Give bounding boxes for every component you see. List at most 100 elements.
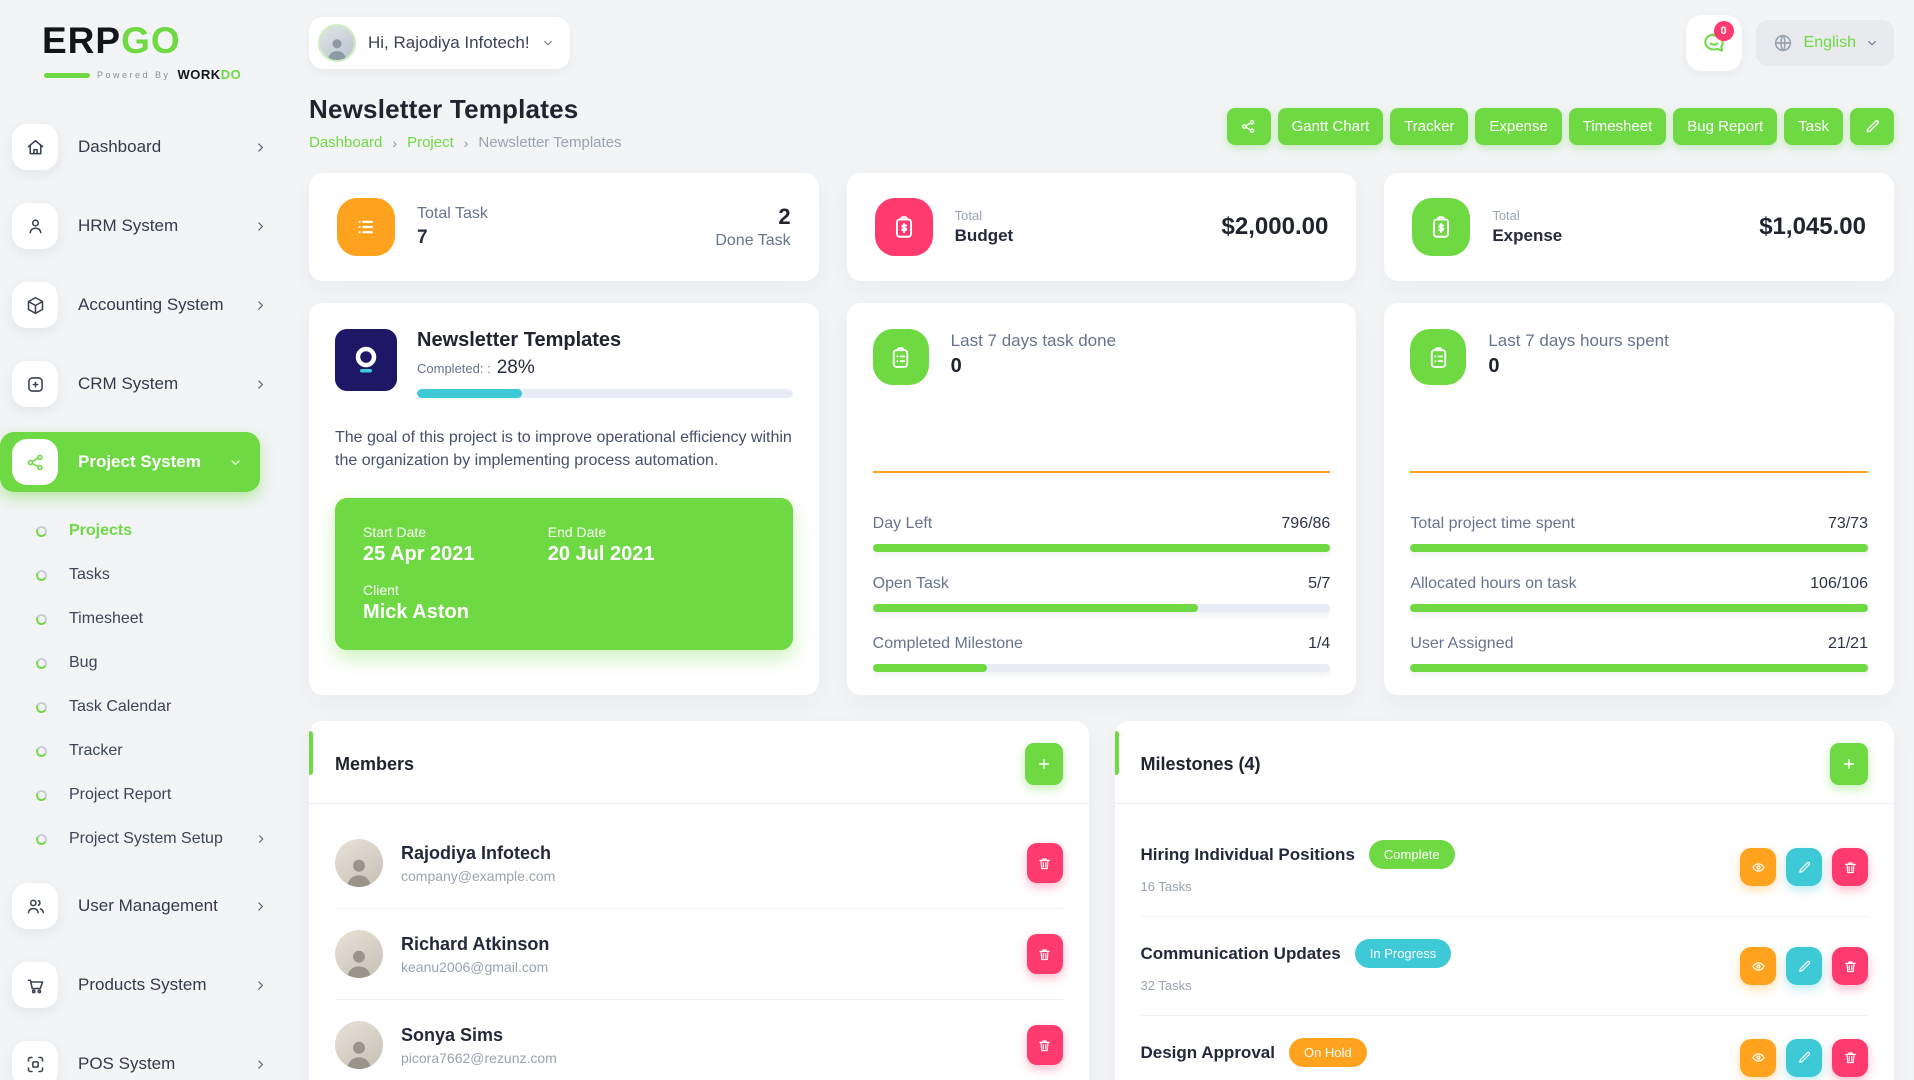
sidebar-item-label: Bug xyxy=(69,654,98,671)
project-system-submenu: Projects Tasks Timesheet Bug Task Calend… xyxy=(0,509,285,861)
users-icon xyxy=(12,883,58,929)
sidebar-item-label: Project System xyxy=(78,452,201,471)
gantt-chart-button[interactable]: Gantt Chart xyxy=(1277,108,1384,145)
sidebar-item-accounting-system[interactable]: Accounting System xyxy=(0,274,285,336)
greeting-text: Hi, Rajodiya Infotech! xyxy=(368,33,530,52)
sidebar-item-bug[interactable]: Bug xyxy=(0,641,285,685)
edit-project-button[interactable] xyxy=(1850,108,1894,145)
member-email: keanu2006@gmail.com xyxy=(401,958,549,975)
sidebar-item-label: Timesheet xyxy=(69,610,144,627)
total-expense-card: Total Expense $1,045.00 xyxy=(1384,173,1894,281)
sidebar-item-task-calendar[interactable]: Task Calendar xyxy=(0,685,285,729)
view-milestone-button[interactable] xyxy=(1740,1038,1776,1077)
frame-plus-icon xyxy=(12,361,58,407)
view-milestone-button[interactable] xyxy=(1740,848,1776,886)
member-avatar xyxy=(335,839,383,887)
delete-milestone-button[interactable] xyxy=(1832,848,1868,886)
edit-milestone-button[interactable] xyxy=(1786,947,1822,985)
progress-row-allocated-hours: Allocated hours on task 106/106 xyxy=(1410,575,1868,612)
bug-report-button[interactable]: Bug Report xyxy=(1673,108,1778,145)
notifications-button[interactable]: 0 xyxy=(1685,15,1742,71)
member-name: Sonya Sims xyxy=(401,1024,504,1045)
share-nodes-icon xyxy=(12,439,58,485)
milestone-task-count: 32 Tasks xyxy=(1140,978,1192,993)
progress-bar xyxy=(872,604,1331,612)
bullet-icon xyxy=(34,788,49,802)
breadcrumb-dashboard[interactable]: Dashboard xyxy=(309,134,383,151)
delete-milestone-button[interactable] xyxy=(1832,1038,1868,1077)
sidebar-item-tasks[interactable]: Tasks xyxy=(0,553,285,597)
hours-panel-title: Last 7 days hours spent xyxy=(1488,331,1669,350)
scan-frame-icon xyxy=(12,1041,58,1080)
milestone-name: Communication Updates xyxy=(1140,943,1341,963)
expense-button[interactable]: Expense xyxy=(1475,108,1562,145)
done-task-value: 2 xyxy=(778,204,791,229)
progress-label: User Assigned xyxy=(1410,635,1514,652)
completed-value: 28% xyxy=(496,357,535,378)
notification-badge: 0 xyxy=(1713,21,1734,41)
member-row: Rajodiya Infotech company@example.com xyxy=(335,818,1063,909)
sidebar-item-tracker[interactable]: Tracker xyxy=(0,729,285,773)
tracker-button[interactable]: Tracker xyxy=(1390,108,1469,145)
share-button[interactable] xyxy=(1226,108,1271,145)
delete-milestone-button[interactable] xyxy=(1832,947,1868,985)
delete-member-button[interactable] xyxy=(1026,1025,1063,1065)
user-menu[interactable]: Hi, Rajodiya Infotech! xyxy=(309,17,570,69)
chevron-down-icon xyxy=(1868,40,1876,46)
sidebar-item-label: CRM System xyxy=(78,374,179,393)
page-header: Newsletter Templates Dashboard › Project… xyxy=(309,94,1894,151)
progress-row-open-task: Open Task 5/7 xyxy=(872,575,1331,612)
milestone-task-count: 16 Tasks xyxy=(1140,879,1192,894)
member-row: Richard Atkinson keanu2006@gmail.com xyxy=(335,909,1063,1000)
chevron-right-icon xyxy=(258,300,263,310)
trash-icon xyxy=(1039,1039,1050,1051)
app-logo[interactable]: ERPGO Powered By WORKDO xyxy=(0,22,285,84)
timesheet-button[interactable]: Timesheet xyxy=(1568,108,1667,145)
budget-label-top: Total xyxy=(954,208,983,223)
task-panel-title: Last 7 days task done xyxy=(950,331,1117,350)
project-logo xyxy=(335,329,397,391)
sidebar-item-label: Projects xyxy=(69,522,133,539)
sidebar-item-dashboard[interactable]: Dashboard xyxy=(0,116,285,178)
sidebar-item-project-report[interactable]: Project Report xyxy=(0,773,285,817)
page-actions: Gantt Chart Tracker Expense Timesheet Bu… xyxy=(1226,108,1894,145)
sidebar-item-project-system-setup[interactable]: Project System Setup xyxy=(0,817,285,861)
clipboard-list-icon xyxy=(1410,329,1467,385)
language-selector[interactable]: English xyxy=(1755,20,1894,66)
sidebar-item-project-system[interactable]: Project System xyxy=(0,432,260,492)
end-date-label: End Date xyxy=(547,524,607,541)
add-member-button[interactable] xyxy=(1024,743,1063,785)
status-badge: Complete xyxy=(1368,840,1455,869)
sidebar-item-crm-system[interactable]: CRM System xyxy=(0,353,285,415)
user-avatar xyxy=(318,24,356,62)
member-row: Sonya Sims picora7662@rezunz.com xyxy=(335,1000,1063,1080)
sidebar-item-projects[interactable]: Projects xyxy=(0,509,285,553)
trash-icon xyxy=(1844,861,1856,873)
progress-value: 1/4 xyxy=(1308,635,1331,652)
bullet-icon xyxy=(34,656,49,670)
sidebar-item-products-system[interactable]: Products System xyxy=(0,954,285,1016)
trash-icon xyxy=(1844,960,1856,972)
progress-row-day-left: Day Left 796/86 xyxy=(872,515,1331,552)
sidebar-item-timesheet[interactable]: Timesheet xyxy=(0,597,285,641)
globe-icon xyxy=(1774,34,1791,52)
eye-icon xyxy=(1751,961,1765,971)
sidebar-item-user-management[interactable]: User Management xyxy=(0,875,285,937)
task-button[interactable]: Task xyxy=(1784,108,1843,145)
plus-icon xyxy=(1038,758,1049,770)
add-milestone-button[interactable] xyxy=(1830,743,1868,785)
breadcrumb-project[interactable]: Project xyxy=(407,134,454,151)
delete-member-button[interactable] xyxy=(1026,843,1063,883)
bullet-icon xyxy=(34,568,49,582)
sidebar-item-pos-system[interactable]: POS System xyxy=(0,1033,285,1080)
powered-brand-work: WORK xyxy=(177,67,221,82)
delete-member-button[interactable] xyxy=(1026,934,1063,974)
milestones-card: Milestones (4) Hiring Individual Positio… xyxy=(1114,721,1894,1080)
main-content: Hi, Rajodiya Infotech! 0 English Newslet… xyxy=(285,0,1914,1080)
project-name: Newsletter Templates xyxy=(417,329,622,351)
edit-milestone-button[interactable] xyxy=(1786,848,1822,886)
sidebar-item-hrm-system[interactable]: HRM System xyxy=(0,195,285,257)
member-avatar xyxy=(335,1021,383,1069)
view-milestone-button[interactable] xyxy=(1740,947,1776,985)
edit-milestone-button[interactable] xyxy=(1786,1038,1822,1077)
